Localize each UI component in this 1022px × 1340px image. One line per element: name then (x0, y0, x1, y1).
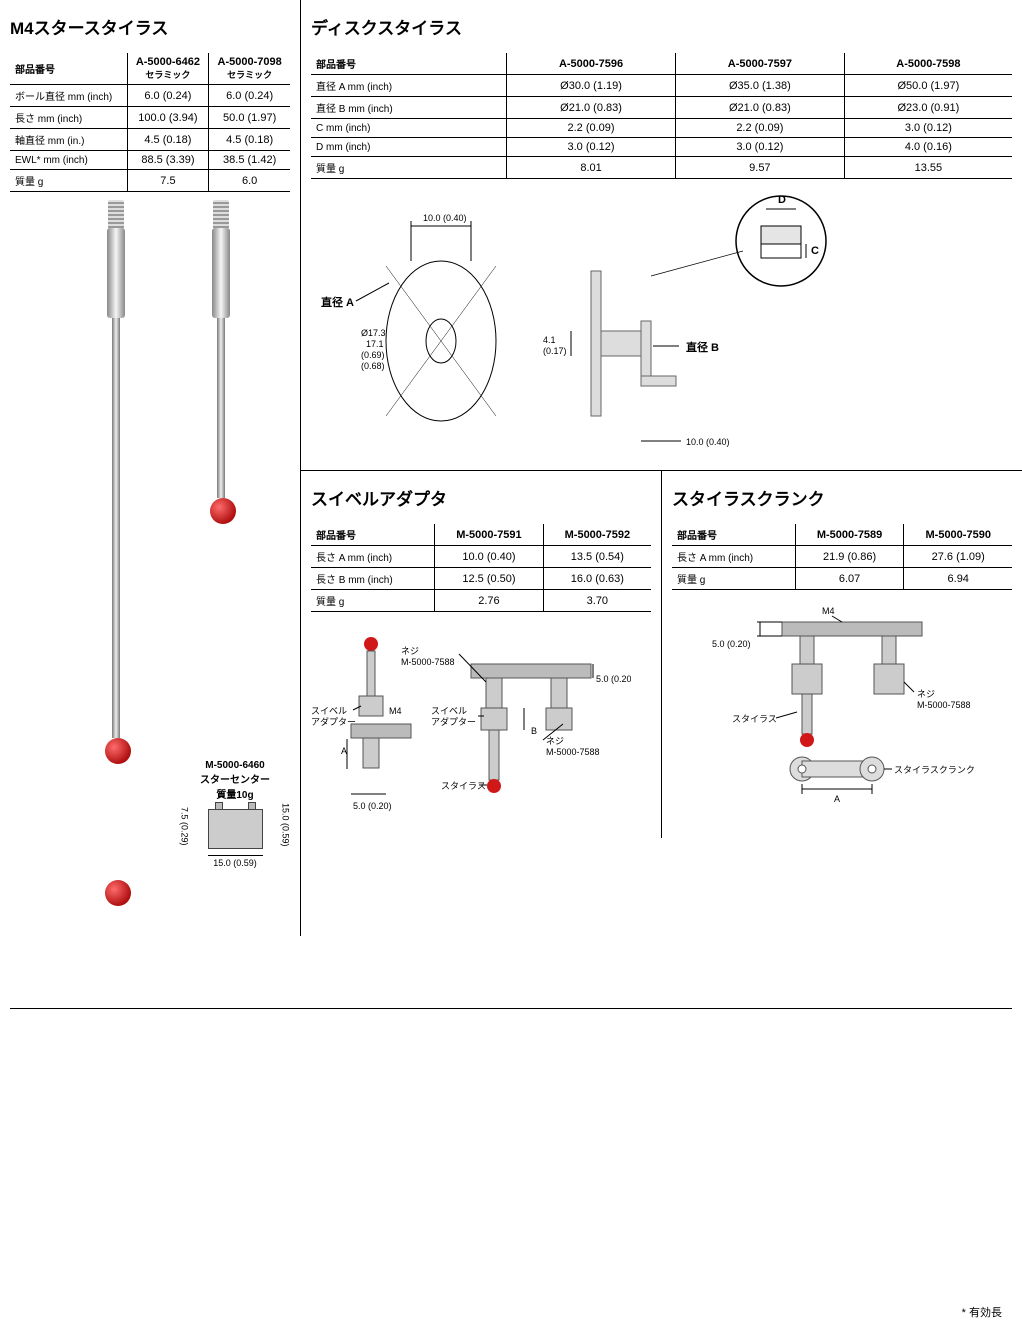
svg-text:5.0 (0.20): 5.0 (0.20) (596, 674, 631, 684)
svg-text:A: A (834, 794, 840, 804)
svg-text:M4: M4 (389, 706, 402, 716)
svg-text:直径 A: 直径 A (321, 295, 354, 309)
svg-text:スタイラス: スタイラス (441, 781, 486, 791)
svg-text:17.1: 17.1 (366, 339, 384, 349)
right-panel: ディスクスタイラス 部品番号 A-5000-7596 A-5000-7597 A… (301, 0, 1022, 936)
svg-text:M4: M4 (822, 606, 835, 616)
svg-text:A: A (341, 746, 347, 756)
table-disc: 部品番号 A-5000-7596 A-5000-7597 A-5000-7598… (311, 53, 1012, 179)
svg-text:C: C (811, 245, 819, 257)
svg-text:スタイラスクランク: スタイラスクランク (894, 765, 975, 775)
svg-text:スタイラス: スタイラス (732, 714, 777, 724)
section-m4star: M4スタースタイラス 部品番号 A-5000-6462セラミック A-5000-… (0, 0, 300, 936)
svg-text:(0.69): (0.69) (361, 350, 385, 360)
adapter-label: スイベルアダプター (311, 706, 356, 727)
col1: A-5000-7098セラミック (209, 53, 290, 85)
svg-text:4.1: 4.1 (543, 335, 556, 345)
svg-text:直径 B: 直径 B (686, 340, 719, 354)
table-m4star: 部品番号 A-5000-6462セラミック A-5000-7098セラミック ボ… (10, 53, 290, 192)
table-swivel: 部品番号 M-5000-7591 M-5000-7592 長さ A mm (in… (311, 524, 651, 612)
adapter-label-2: スイベルアダプター (431, 706, 476, 727)
m4star-illustration: M-5000-6460 スターセンター 質量10g 7.5 (0.29) 15.… (10, 200, 290, 920)
crank-diagram: M4 5.0 (0.20) スタイラス ネジM-5000-7588 (672, 602, 1012, 820)
section-disc: ディスクスタイラス 部品番号 A-5000-7596 A-5000-7597 A… (301, 0, 1022, 470)
section-swivel: スイベルアダプタ 部品番号 M-5000-7591 M-5000-7592 長さ… (301, 471, 661, 838)
screw-label-1: ネジM-5000-7588 (401, 646, 455, 667)
svg-text:5.0 (0.20): 5.0 (0.20) (712, 639, 751, 649)
table-crank: 部品番号 M-5000-7589 M-5000-7590 長さ A mm (in… (672, 524, 1012, 590)
starcenter-icon (208, 809, 263, 849)
svg-text:10.0 (0.40): 10.0 (0.40) (423, 213, 467, 223)
svg-text:(0.17): (0.17) (543, 346, 567, 356)
svg-text:Ø17.3: Ø17.3 (361, 328, 386, 338)
partno-label: 部品番号 (10, 53, 127, 85)
svg-text:10.0 (0.40): 10.0 (0.40) (686, 437, 730, 447)
title-m4star: M4スタースタイラス (10, 14, 290, 39)
section-crank: スタイラスクランク 部品番号 M-5000-7589 M-5000-7590 長… (662, 471, 1022, 838)
col0: A-5000-6462セラミック (127, 53, 209, 85)
title-swivel: スイベルアダプタ (311, 485, 651, 510)
starcenter-callout: M-5000-6460 スターセンター 質量10g 7.5 (0.29) 15.… (175, 760, 295, 869)
swivel-diagram: スイベルアダプター M4 A 5.0 (0.20) (311, 624, 651, 822)
footnote: * 有効長 (962, 1304, 1002, 1320)
disc-diagram: 10.0 (0.40) 直径 A Ø17.3 17.1 (0.69) (0.68… (311, 191, 1012, 454)
svg-text:(0.68): (0.68) (361, 361, 385, 371)
title-crank: スタイラスクランク (672, 485, 1012, 510)
svg-text:5.0 (0.20): 5.0 (0.20) (353, 801, 392, 811)
title-disc: ディスクスタイラス (311, 14, 1012, 39)
screw-label-2: ネジM-5000-7588 (546, 736, 600, 757)
screw-label-crank: ネジM-5000-7588 (917, 689, 971, 710)
svg-text:B: B (531, 726, 537, 736)
svg-text:D: D (778, 194, 786, 206)
